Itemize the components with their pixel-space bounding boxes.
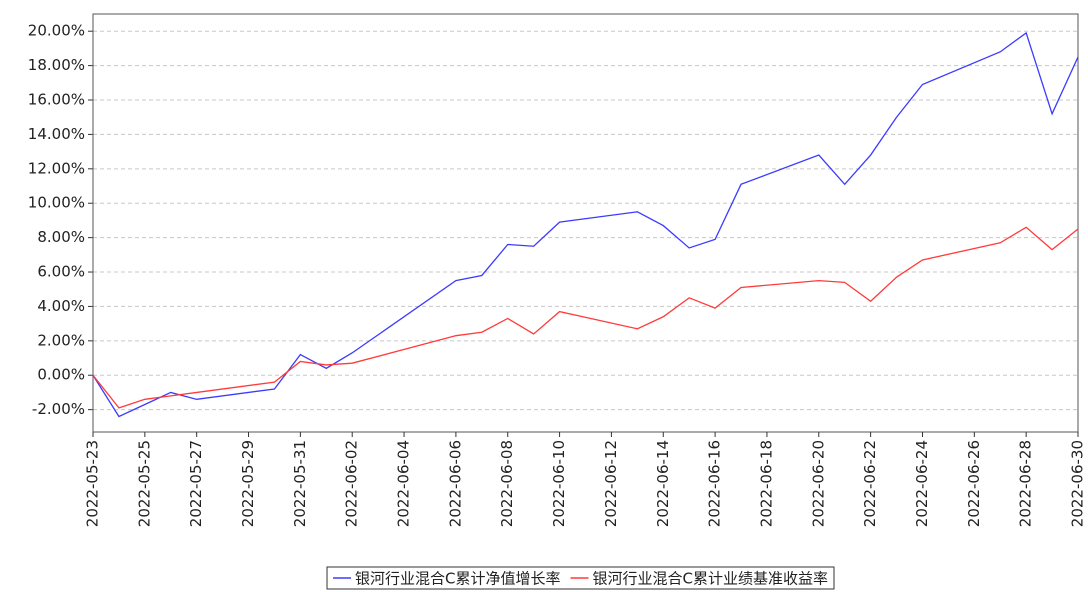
y-tick-label: 10.00% [28,194,85,212]
y-tick-label: 20.00% [28,22,85,40]
x-tick-label: 2022-05-25 [135,440,153,527]
x-tick-label: 2022-06-22 [861,440,879,527]
plot-frame [92,13,1079,433]
x-tick-label: 2022-05-23 [84,440,102,527]
x-tick-label: 2022-06-08 [498,440,516,527]
series-line [92,31,1079,418]
y-tick-label: -2.00% [32,400,85,418]
x-tick-label: 2022-05-27 [187,440,205,527]
y-tick-label: 2.00% [37,331,85,349]
x-tick-label: 2022-06-30 [1069,440,1087,527]
x-tick-label: 2022-06-26 [965,440,983,527]
y-tick-label: 0.00% [37,366,85,384]
y-tick-label: 6.00% [37,263,85,281]
x-tick-label: 2022-06-14 [654,440,672,527]
legend-label: 银河行业混合C累计净值增长率 [355,570,560,588]
x-tick-label: 2022-06-02 [343,440,361,527]
x-tick-label: 2022-06-10 [550,440,568,527]
x-tick-label: 2022-06-18 [757,440,775,527]
y-tick-label: 8.00% [37,228,85,246]
x-tick-label: 2022-06-12 [602,440,620,527]
x-tick-label: 2022-06-06 [446,440,464,527]
x-tick-label: 2022-06-20 [809,440,827,527]
x-tick-label: 2022-05-31 [291,440,309,527]
legend-label: 银河行业混合C累计业绩基准收益率 [593,570,828,588]
x-tick-label: 2022-06-28 [1017,440,1035,527]
x-tick-label: 2022-06-16 [706,440,724,527]
y-tick-label: 4.00% [37,297,85,315]
y-tick-label: 16.00% [28,91,85,109]
y-tick-label: 12.00% [28,159,85,177]
x-tick-label: 2022-05-29 [239,440,257,527]
y-tick-label: 14.00% [28,125,85,143]
series-line [92,226,1079,409]
x-tick-label: 2022-06-24 [913,440,931,527]
legend: 银河行业混合C累计净值增长率 银河行业混合C累计业绩基准收益率 [326,566,835,590]
y-tick-label: 18.00% [28,56,85,74]
x-tick-label: 2022-06-04 [395,440,413,527]
